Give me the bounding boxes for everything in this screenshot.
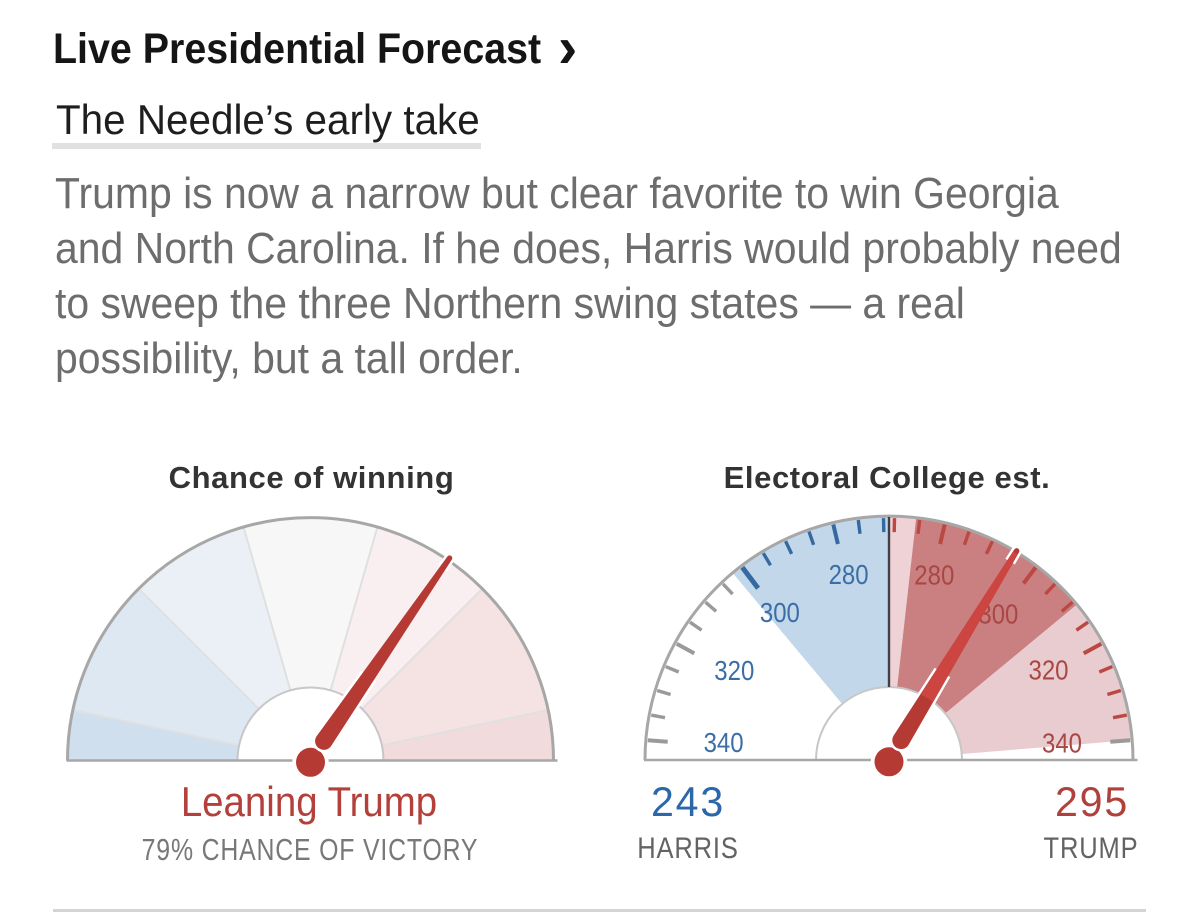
svg-text:280: 280 [914,560,954,591]
svg-text:340: 340 [704,727,744,758]
svg-text:320: 320 [1029,655,1069,686]
svg-text:340: 340 [1042,728,1082,759]
svg-text:300: 300 [760,597,800,628]
svg-text:320: 320 [714,655,754,686]
svg-text:280: 280 [829,559,869,590]
